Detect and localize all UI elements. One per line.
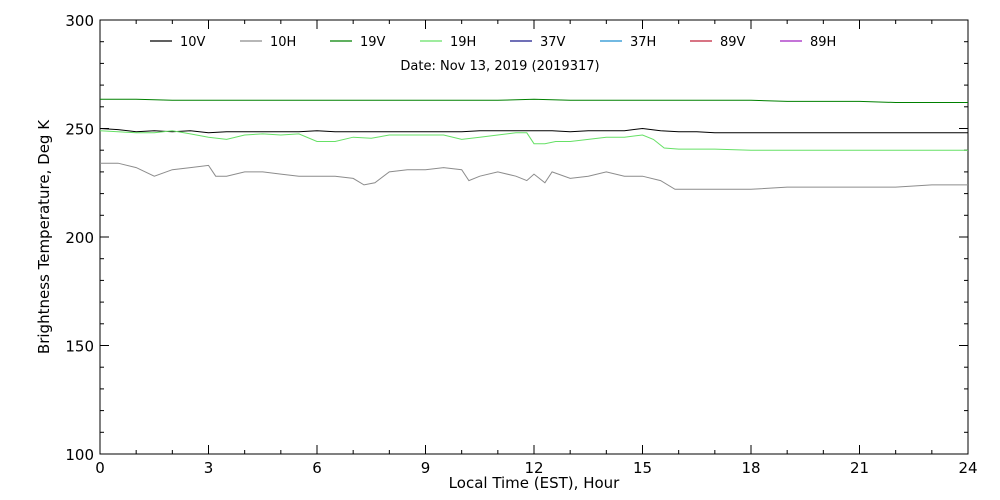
- legend-label-89h: 89H: [810, 35, 836, 50]
- x-axis-title: Local Time (EST), Hour: [449, 474, 620, 492]
- legend-label-10v: 10V: [180, 35, 206, 50]
- legend-label-19v: 19V: [360, 35, 386, 50]
- series-line-19h: [99, 130, 968, 151]
- y-axis-title: Brightness Temperature, Deg K: [35, 119, 53, 354]
- y-tick-label: 250: [65, 121, 94, 139]
- y-tick-label: 200: [65, 229, 94, 247]
- series-lines: [99, 98, 968, 190]
- legend-label-37h: 37H: [630, 35, 656, 50]
- legend-label-37v: 37V: [540, 35, 566, 50]
- x-tick-label: 24: [958, 459, 977, 477]
- axis-tick-labels: 0 3 6 9 12 15 18 21 24 100 150 200 250 300: [65, 12, 977, 477]
- plot-frame: [99, 19, 969, 455]
- x-tick-label: 9: [421, 459, 431, 477]
- series-line-10v: [99, 127, 968, 134]
- series-line-19v: [100, 98, 968, 103]
- series-line-10h: [100, 162, 968, 190]
- legend: 10V 10H 19V 19H 37V 37H 89V 89H: [150, 35, 836, 50]
- x-tick-label: 18: [741, 459, 760, 477]
- x-tick-label: 6: [312, 459, 322, 477]
- axis-ticks: [99, 19, 969, 455]
- x-tick-label: 12: [524, 459, 543, 477]
- legend-label-89v: 89V: [720, 35, 746, 50]
- y-tick-label: 150: [65, 338, 94, 356]
- x-tick-label: 21: [850, 459, 869, 477]
- legend-label-10h: 10H: [270, 35, 296, 50]
- x-tick-label: 15: [633, 459, 652, 477]
- legend-label-19h: 19H: [450, 35, 476, 50]
- date-annotation: Date: Nov 13, 2019 (2019317): [400, 59, 599, 74]
- x-tick-label: 0: [95, 459, 105, 477]
- y-tick-label: 300: [65, 12, 94, 30]
- x-tick-label: 3: [204, 459, 214, 477]
- y-tick-label: 100: [65, 446, 94, 464]
